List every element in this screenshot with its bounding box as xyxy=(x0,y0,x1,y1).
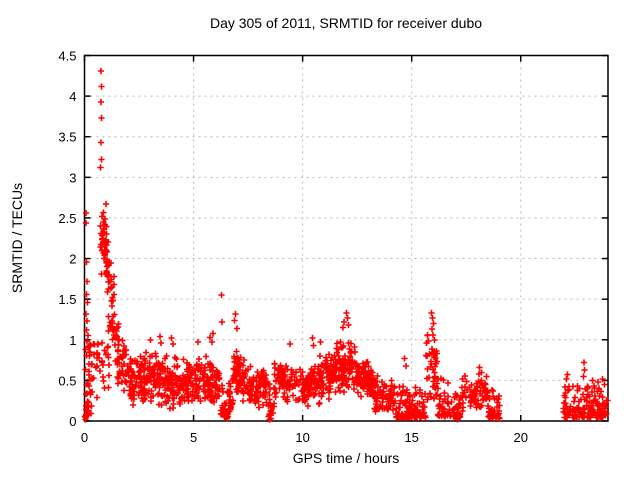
y-tick-label: 4 xyxy=(69,89,76,104)
chart-title: Day 305 of 2011, SRMTID for receiver dub… xyxy=(210,15,482,31)
y-tick-label: 2 xyxy=(69,252,76,267)
x-tick-label: 0 xyxy=(81,430,88,445)
plot-border-rect xyxy=(83,54,609,422)
y-tick-label: 3.5 xyxy=(58,130,76,145)
y-tick-label: 4.5 xyxy=(58,49,76,64)
y-axis-label: SRMTID / TECUs xyxy=(9,183,25,293)
x-tick-label: 15 xyxy=(404,430,418,445)
x-axis-label: GPS time / hours xyxy=(293,450,400,466)
y-tick-label: 0.5 xyxy=(58,373,76,388)
y-tick-label: 2.5 xyxy=(58,211,76,226)
gridlines xyxy=(84,55,608,421)
y-tick-label: 3 xyxy=(69,170,76,185)
x-tick-label: 20 xyxy=(514,430,528,445)
y-tick-label: 0 xyxy=(69,414,76,429)
x-tick-label: 10 xyxy=(295,430,309,445)
x-tick-label: 5 xyxy=(190,430,197,445)
axis-ticks xyxy=(83,54,608,422)
data-points xyxy=(81,67,611,423)
tick-labels: 0 5 10 15 20 0 0.5 1 1.5 2 2.5 3 3.5 4 4.5 xyxy=(58,49,528,446)
y-tick-label: 1 xyxy=(69,333,76,348)
plot-border xyxy=(83,54,609,422)
scatter-plus-markers xyxy=(81,67,611,423)
y-tick-label: 1.5 xyxy=(58,292,76,307)
